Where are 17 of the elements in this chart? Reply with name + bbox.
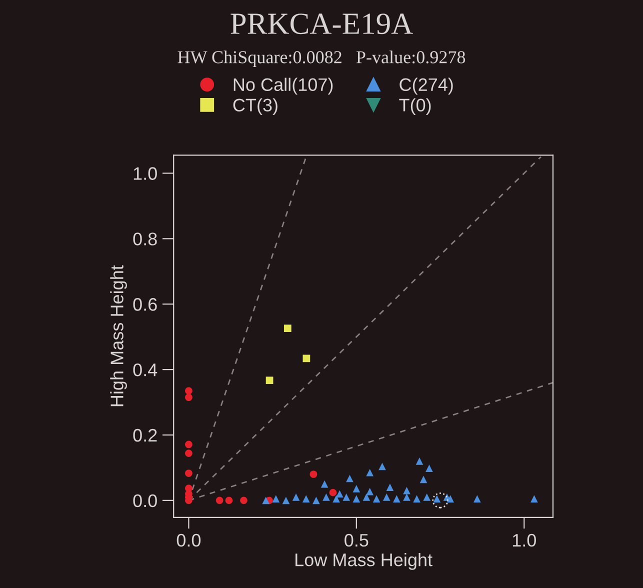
legend-label: No Call(107) xyxy=(234,78,333,95)
x-tick-label: 1.0 xyxy=(512,534,536,547)
y-tick-label: 0.0 xyxy=(133,494,157,508)
y-axis-title: High Mass Height xyxy=(110,265,127,406)
x-tick-label: 0.5 xyxy=(344,534,368,547)
y-tick-label: 1.0 xyxy=(134,167,157,180)
y-tick-label: 0.4 xyxy=(133,363,158,376)
x-axis-title: Low Mass Height xyxy=(296,553,432,570)
x-tick-label: 0.0 xyxy=(176,534,201,547)
legend-label: T(0) xyxy=(399,98,431,116)
chart-title: PRKCA-E19A xyxy=(230,14,413,34)
y-tick-label: 0.8 xyxy=(133,232,157,246)
y-tick-label: 0.6 xyxy=(133,298,157,311)
y-tick-label: 0.2 xyxy=(133,428,157,442)
legend-label: CT(3) xyxy=(233,98,278,116)
chart-subtitle: HW ChiSquare:0.0082 P-value:0.9278 xyxy=(178,50,466,67)
legend-label: C(274) xyxy=(400,78,453,95)
